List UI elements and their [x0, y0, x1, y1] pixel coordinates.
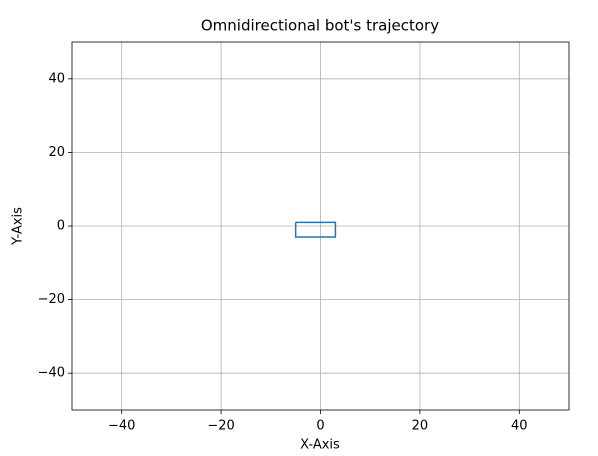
y-axis-label: Y-Axis [11, 207, 26, 246]
y-tick-label: −40 [38, 366, 65, 381]
chart-title: Omnidirectional bot's trajectory [201, 17, 439, 35]
y-tick-label: −20 [38, 292, 65, 307]
trajectory-line [294, 221, 337, 238]
x-tick-label: 20 [412, 419, 429, 434]
plot-frame [71, 41, 570, 411]
x-tick-label: 40 [511, 419, 528, 434]
y-tick-label: 0 [57, 219, 65, 234]
x-axis-label: X-Axis [300, 438, 340, 453]
y-tick-label: 40 [48, 71, 65, 86]
x-tick-label: −40 [108, 419, 135, 434]
x-tick-label: 0 [316, 419, 324, 434]
x-tick-label: −20 [207, 419, 234, 434]
y-tick-label: 20 [48, 145, 65, 160]
